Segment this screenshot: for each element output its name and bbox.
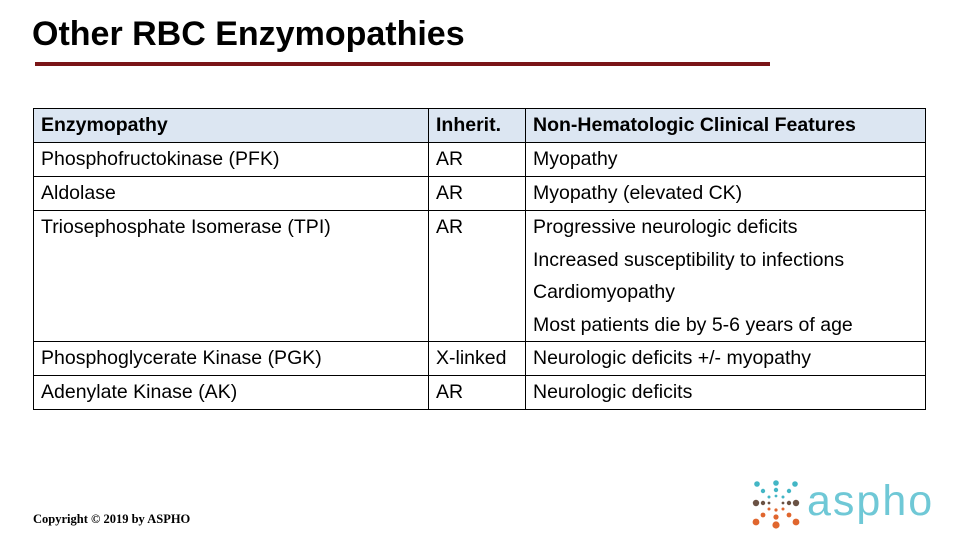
cell-enzymopathy: Phosphoglycerate Kinase (PGK) (33, 341, 429, 376)
cell-features: Progressive neurologic deficits Increased… (525, 210, 926, 342)
cell-features: Neurologic deficits +/- myopathy (525, 341, 926, 376)
table-row: Aldolase AR Myopathy (elevated CK) (33, 176, 926, 211)
table-row: Phosphofructokinase (PFK) AR Myopathy (33, 142, 926, 177)
aspho-logo: aspho (752, 478, 934, 530)
feature-line: Cardiomyopathy (533, 281, 675, 303)
cell-features: Myopathy (elevated CK) (525, 176, 926, 211)
aspho-logo-text: aspho (807, 477, 935, 525)
table-header-row: Enzymopathy Inherit. Non-Hematologic Cli… (33, 108, 926, 143)
cell-enzymopathy: Triosephosphate Isomerase (TPI) (33, 210, 429, 342)
cell-enzymopathy: Phosphofructokinase (PFK) (33, 142, 429, 177)
title-underline (35, 62, 770, 66)
feature-line: Increased susceptibility to infections (533, 248, 845, 271)
table-row: Phosphoglycerate Kinase (PGK) X-linked Neu… (33, 341, 926, 376)
column-header-inherit: Inherit. (428, 108, 526, 143)
cell-enzymopathy: Aldolase (33, 176, 429, 211)
cell-inherit: AR (428, 176, 526, 211)
cell-features: Myopathy (525, 142, 926, 177)
slide-title: Other RBC Enzymopathies (32, 15, 465, 53)
aspho-logo-mark (752, 480, 800, 529)
feature-line: Neurologic deficits +/- myopathy (533, 347, 811, 369)
cell-inherit: AR (428, 210, 526, 342)
column-header-enzymopathy: Enzymopathy (33, 108, 429, 143)
enzymopathy-table: Enzymopathy Inherit. Non-Hematologic Cli… (33, 108, 926, 410)
feature-line: Myopathy (elevated CK) (533, 182, 743, 204)
cell-features: Neurologic deficits (525, 375, 926, 410)
feature-line: Myopathy (533, 148, 618, 170)
copyright-text: Copyright © 2019 by ASPHO (33, 512, 191, 526)
feature-line: Most patients die by 5-6 years of age (533, 313, 853, 336)
cell-inherit: X-linked (428, 341, 526, 376)
table-row: Adenylate Kinase (AK) AR Neurologic defici… (33, 375, 926, 410)
table-row: Triosephosphate Isomerase (TPI) AR Progres… (33, 210, 926, 342)
cell-inherit: AR (428, 142, 526, 177)
feature-line: Progressive neurologic deficits (533, 216, 798, 238)
feature-line: Neurologic deficits (533, 381, 693, 403)
cell-inherit: AR (428, 375, 526, 410)
column-header-features: Non-Hematologic Clinical Features (525, 108, 926, 143)
cell-enzymopathy: Adenylate Kinase (AK) (33, 375, 429, 410)
